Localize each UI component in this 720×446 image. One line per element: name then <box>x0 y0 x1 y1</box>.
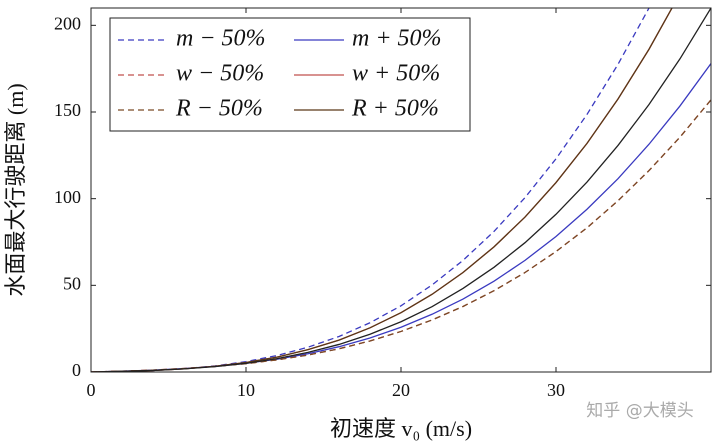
legend-label: m + 50% <box>352 26 442 52</box>
legend-label: R + 50% <box>351 96 439 122</box>
y-tick-label: 0 <box>72 360 81 380</box>
plot-lines <box>91 8 711 372</box>
y-axis-label: 水面最大行驶距离 (m) <box>3 83 28 296</box>
series-line <box>91 99 711 372</box>
series-line <box>91 8 711 372</box>
x-tick-label: 10 <box>237 380 255 400</box>
legend-box <box>109 17 471 132</box>
y-tick-label: 150 <box>54 100 81 120</box>
y-tick-label: 50 <box>63 273 81 293</box>
legend-label: m − 50% <box>176 26 266 52</box>
x-tick-label: 0 <box>87 380 96 400</box>
x-axis-label: 初速度 v₀ (m/s) <box>330 416 472 441</box>
legend-label: w + 50% <box>352 61 440 87</box>
legend-label: w − 50% <box>176 61 264 87</box>
x-tick-label: 30 <box>547 380 565 400</box>
legend-label: R − 50% <box>175 96 263 122</box>
x-tick-label: 20 <box>392 380 410 400</box>
watermark: 知乎 @大模头 <box>586 401 693 421</box>
y-tick-label: 100 <box>54 187 81 207</box>
y-tick-label: 200 <box>54 13 81 33</box>
